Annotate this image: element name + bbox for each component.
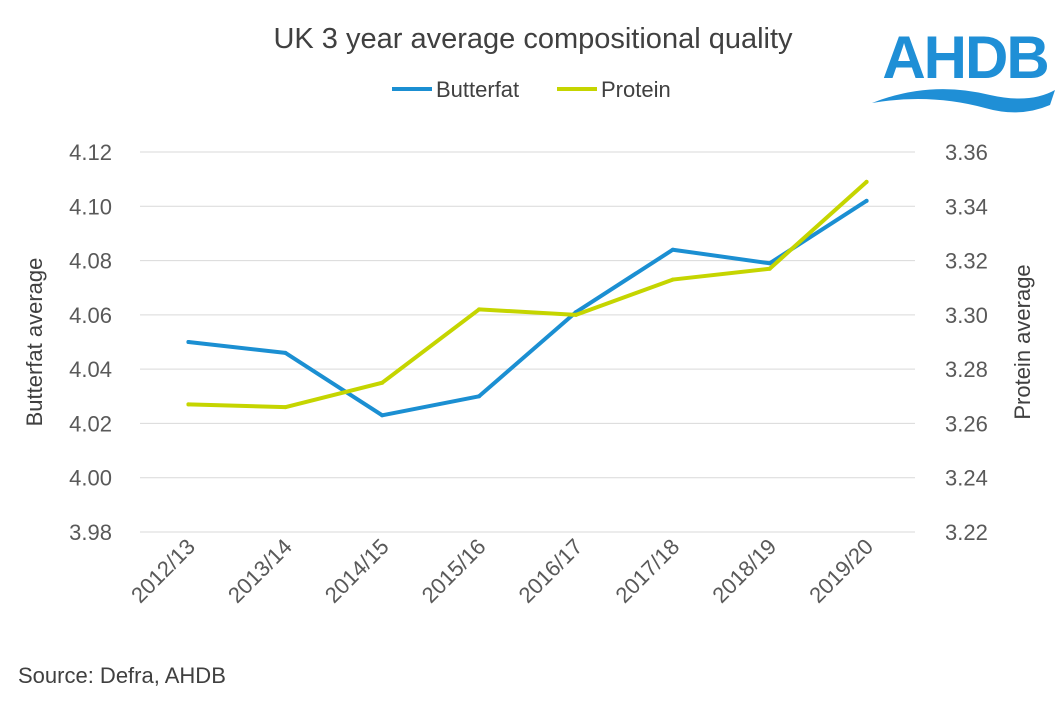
x-tick-label: 2018/19: [707, 534, 781, 608]
y-tick-label-left: 4.08: [69, 249, 112, 274]
data-point-protein: [380, 380, 385, 385]
y-tick-label-right: 3.36: [945, 140, 988, 165]
y-tick-label-left: 4.02: [69, 411, 112, 436]
data-point-butterfat: [864, 198, 869, 203]
legend: Butterfat Protein: [392, 77, 671, 102]
y-tick-label-left: 4.12: [69, 140, 112, 165]
x-tick-label: 2017/18: [610, 534, 684, 608]
x-tick-label: 2014/15: [320, 534, 394, 608]
y-axis-title-right: Protein average: [1010, 264, 1035, 419]
data-point-protein: [283, 405, 288, 410]
x-tick-label: 2015/16: [417, 534, 491, 608]
y-tick-label-right: 3.22: [945, 520, 988, 545]
data-point-protein: [767, 266, 772, 271]
series-line-protein: [186, 179, 869, 410]
svg-text:AHDB: AHDB: [882, 24, 1047, 91]
data-point-butterfat: [767, 261, 772, 266]
data-point-butterfat: [380, 413, 385, 418]
data-point-protein: [186, 402, 191, 407]
x-tick-label: 2012/13: [126, 534, 200, 608]
data-point-protein: [573, 312, 578, 317]
data-point-butterfat: [670, 247, 675, 252]
x-tick-label: 2013/14: [223, 534, 297, 608]
y-tick-label-right: 3.24: [945, 466, 988, 491]
x-tick-label: 2016/17: [514, 534, 588, 608]
data-point-protein: [864, 179, 869, 184]
data-point-butterfat: [283, 350, 288, 355]
y-tick-label-right: 3.26: [945, 411, 988, 436]
source-note: Source: Defra, AHDB: [18, 663, 226, 688]
chart-title: UK 3 year average compositional quality: [273, 23, 793, 55]
y-tick-label-left: 4.06: [69, 303, 112, 328]
y-tick-label-left: 3.98: [69, 520, 112, 545]
y-tick-label-left: 4.04: [69, 357, 112, 382]
y-axis-title-left: Butterfat average: [22, 258, 47, 427]
y-tick-label-right: 3.32: [945, 249, 988, 274]
data-point-butterfat: [186, 340, 191, 344]
y-tick-label-right: 3.28: [945, 357, 988, 382]
legend-label-protein: Protein: [601, 77, 671, 102]
y-tick-label-right: 3.34: [945, 194, 988, 219]
data-point-protein: [670, 277, 675, 282]
y-tick-label-left: 4.00: [69, 466, 112, 491]
ahdb-logo: AHDB: [872, 24, 1055, 113]
legend-label-butterfat: Butterfat: [436, 77, 519, 102]
data-point-butterfat: [477, 394, 482, 399]
y-tick-label-left: 4.10: [69, 194, 112, 219]
series-line-butterfat: [186, 198, 869, 418]
y-tick-label-right: 3.30: [945, 303, 988, 328]
data-point-protein: [477, 307, 482, 312]
x-tick-label: 2019/20: [804, 534, 878, 608]
